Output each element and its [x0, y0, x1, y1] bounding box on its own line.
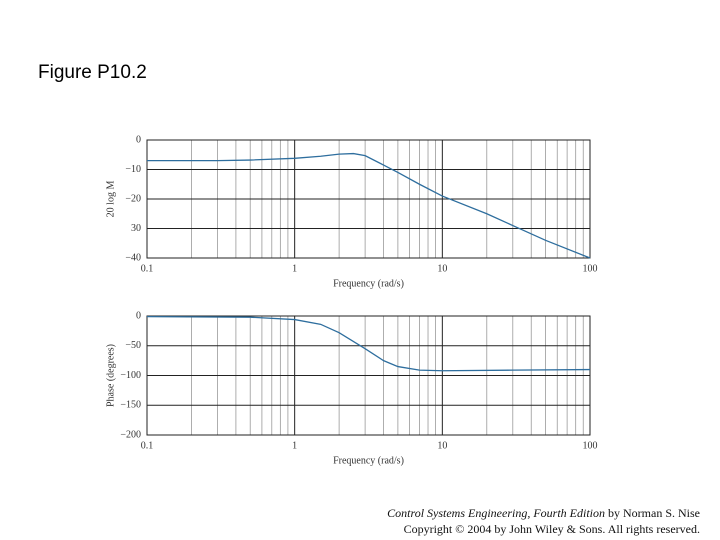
y-tick-label: 0	[136, 134, 141, 145]
x-tick-label: 1	[292, 440, 297, 451]
y-tick-label: 30	[131, 223, 141, 234]
x-tick-label: 0.1	[141, 263, 154, 274]
y-tick-label: 0	[136, 310, 141, 321]
y-axis-label: 20 log M	[105, 181, 116, 218]
author: by Norman S. Nise	[605, 506, 700, 520]
y-tick-label: −10	[125, 164, 141, 175]
x-axis-label: Frequency (rad/s)	[333, 278, 404, 289]
y-tick-label: −40	[125, 252, 141, 263]
book-title: Control Systems Engineering, Fourth Edit…	[387, 506, 605, 520]
x-tick-label: 10	[437, 440, 447, 451]
footer-line: Control Systems Engineering, Fourth Edit…	[387, 506, 700, 520]
y-tick-label: −100	[120, 370, 141, 381]
x-tick-label: 10	[437, 263, 447, 274]
x-tick-label: 100	[583, 440, 598, 451]
plot-frame	[146, 315, 591, 436]
data-line	[147, 152, 591, 259]
data-line	[146, 315, 591, 372]
y-tick-label: −20	[125, 193, 141, 204]
y-tick-label: −150	[120, 400, 141, 411]
y-axis-label: Phase (degrees)	[105, 344, 116, 407]
x-tick-label: 0.1	[141, 440, 154, 451]
copyright: Copyright © 2004 by John Wiley & Sons. A…	[404, 522, 700, 536]
figure-title: Figure P10.2	[38, 62, 147, 83]
x-tick-label: 100	[583, 263, 598, 274]
plot-frame	[146, 139, 591, 259]
x-tick-label: 1	[292, 263, 297, 274]
y-tick-label: −200	[120, 429, 141, 440]
x-axis-label: Frequency (rad/s)	[333, 455, 404, 466]
y-tick-label: −50	[125, 340, 141, 351]
